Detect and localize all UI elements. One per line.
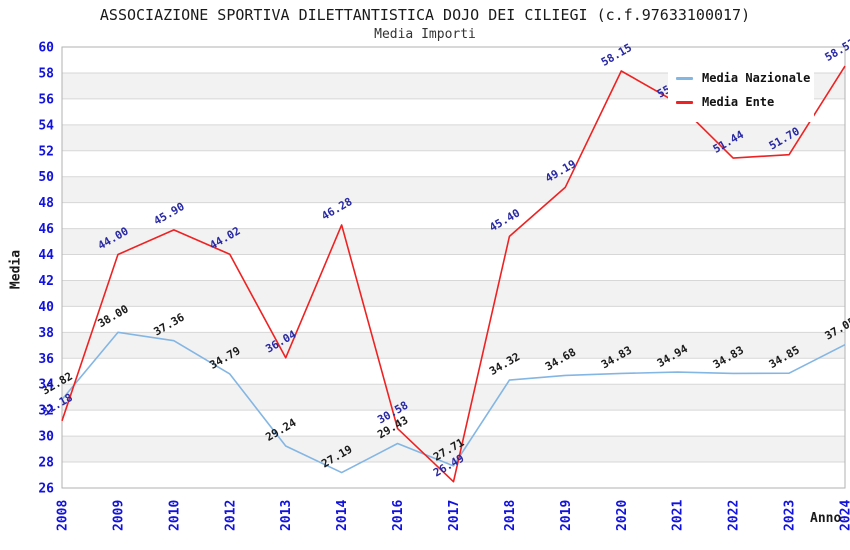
grid-band [62, 202, 845, 229]
x-tick-label: 2023 [783, 500, 798, 531]
plot-border [61, 46, 846, 489]
x-tick-label: 2021 [671, 500, 686, 531]
grid-band [62, 124, 845, 151]
x-tick-label: 2012 [223, 500, 238, 531]
y-tick-label: 44 [38, 248, 54, 263]
x-tick-label: 2022 [727, 500, 742, 531]
grid-band [62, 358, 845, 385]
x-tick-label: 2008 [56, 500, 71, 531]
y-tick-label: 40 [38, 300, 54, 315]
legend-item-media-ente: Media Ente [676, 90, 806, 114]
grid-band [62, 176, 845, 203]
y-tick-label: 32 [38, 404, 54, 419]
y-tick-label: 54 [38, 118, 54, 133]
grid-band [62, 436, 845, 463]
grid-band [62, 306, 845, 333]
series-line-media-nazionale [61, 331, 846, 474]
x-tick-label: 2009 [111, 500, 126, 531]
y-tick-label: 34 [38, 378, 54, 393]
grid-band [62, 384, 845, 411]
x-axis-label: Anno [810, 511, 842, 526]
y-axis-label: Media [8, 249, 24, 290]
grid-band [62, 280, 845, 307]
legend-label: Media Ente [702, 95, 775, 109]
blue-line-swatch-icon [676, 76, 693, 80]
y-tick-label: 60 [38, 41, 54, 56]
grid-band [62, 410, 845, 437]
y-tick-label: 30 [38, 430, 54, 445]
legend: Media Nazionale Media Ente [668, 60, 814, 122]
chart-title: ASSOCIAZIONE SPORTIVA DILETTANTISTICA DO… [99, 6, 751, 24]
x-tick-label: 2018 [503, 500, 518, 531]
x-tick-label: 2010 [167, 500, 182, 531]
y-tick-label: 46 [38, 222, 54, 237]
x-tick-label: 2024 [839, 500, 850, 531]
grid-band [62, 228, 845, 255]
y-tick-label: 38 [38, 326, 54, 341]
legend-item-media-nazionale: Media Nazionale [676, 66, 810, 90]
x-tick-label: 2017 [447, 500, 462, 531]
grid-band [62, 150, 845, 177]
y-tick-label: 56 [38, 92, 54, 107]
x-tick-label: 2020 [615, 500, 630, 531]
y-tick-label: 26 [38, 482, 54, 497]
y-tick-label: 42 [38, 274, 54, 289]
x-tick-label: 2019 [559, 500, 574, 531]
grid-band [62, 332, 845, 359]
x-tick-label: 2016 [391, 500, 406, 531]
y-tick-label: 36 [38, 352, 54, 367]
y-tick-label: 28 [38, 456, 54, 471]
series-line-media-ente [61, 65, 846, 483]
grid-band [62, 254, 845, 281]
y-tick-label: 50 [38, 170, 54, 185]
x-tick-label: 2014 [335, 500, 350, 531]
legend-label: Media Nazionale [702, 71, 811, 85]
red-line-swatch-icon [676, 100, 693, 104]
y-tick-label: 48 [38, 196, 54, 211]
y-tick-label: 52 [38, 144, 54, 159]
y-tick-label: 58 [38, 66, 54, 81]
chart-subtitle: Media Importi [374, 27, 476, 42]
x-tick-label: 2013 [279, 500, 294, 531]
